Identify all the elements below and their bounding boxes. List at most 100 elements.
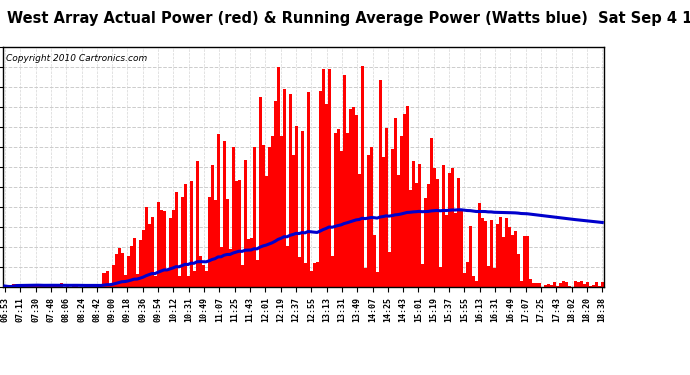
- Bar: [424, 198, 426, 287]
- Bar: [39, 286, 43, 287]
- Bar: [184, 184, 186, 287]
- Bar: [315, 262, 319, 287]
- Bar: [306, 92, 310, 287]
- Bar: [103, 273, 106, 287]
- Bar: [204, 271, 208, 287]
- Bar: [324, 104, 328, 287]
- Bar: [502, 237, 504, 287]
- Bar: [466, 262, 469, 287]
- Bar: [568, 286, 571, 287]
- Bar: [406, 106, 408, 287]
- Bar: [237, 180, 241, 287]
- Bar: [477, 203, 481, 287]
- Bar: [288, 94, 292, 287]
- Bar: [346, 133, 348, 287]
- Bar: [577, 282, 580, 287]
- Bar: [255, 260, 259, 287]
- Bar: [106, 271, 108, 287]
- Bar: [417, 165, 421, 287]
- Bar: [153, 276, 157, 287]
- Bar: [442, 165, 444, 287]
- Bar: [130, 246, 132, 287]
- Bar: [352, 107, 355, 287]
- Bar: [283, 89, 286, 287]
- Bar: [190, 182, 193, 287]
- Bar: [592, 285, 595, 287]
- Bar: [253, 147, 255, 287]
- Bar: [90, 286, 94, 287]
- Bar: [334, 133, 337, 287]
- Bar: [270, 136, 274, 287]
- Bar: [21, 285, 24, 287]
- Bar: [355, 115, 357, 287]
- Bar: [553, 282, 555, 287]
- Bar: [562, 281, 564, 287]
- Bar: [472, 276, 475, 287]
- Bar: [112, 266, 115, 287]
- Bar: [364, 268, 366, 287]
- Bar: [495, 224, 499, 287]
- Bar: [199, 256, 201, 287]
- Bar: [433, 168, 435, 287]
- Bar: [226, 199, 228, 287]
- Bar: [30, 285, 34, 287]
- Bar: [217, 134, 219, 287]
- Bar: [451, 168, 454, 287]
- Text: Copyright 2010 Cartronics.com: Copyright 2010 Cartronics.com: [6, 54, 148, 63]
- Bar: [52, 284, 55, 287]
- Bar: [268, 147, 270, 287]
- Bar: [148, 224, 150, 287]
- Bar: [135, 274, 139, 287]
- Bar: [493, 268, 495, 287]
- Bar: [150, 217, 153, 287]
- Bar: [75, 286, 79, 287]
- Bar: [391, 149, 394, 287]
- Bar: [373, 236, 375, 287]
- Bar: [139, 240, 141, 287]
- Bar: [235, 181, 237, 287]
- Bar: [403, 114, 406, 287]
- Bar: [595, 282, 598, 287]
- Bar: [124, 275, 126, 287]
- Bar: [259, 97, 262, 287]
- Bar: [481, 218, 484, 287]
- Bar: [469, 226, 472, 287]
- Bar: [328, 69, 331, 287]
- Bar: [532, 283, 535, 287]
- Bar: [181, 197, 184, 287]
- Bar: [163, 210, 166, 287]
- Bar: [348, 109, 352, 287]
- Bar: [177, 276, 181, 287]
- Bar: [574, 281, 577, 287]
- Bar: [370, 147, 373, 287]
- Bar: [546, 284, 550, 287]
- Bar: [297, 256, 301, 287]
- Bar: [357, 174, 361, 287]
- Bar: [538, 283, 541, 287]
- Bar: [286, 246, 288, 287]
- Bar: [99, 286, 103, 287]
- Bar: [277, 67, 279, 287]
- Bar: [34, 286, 37, 287]
- Bar: [244, 160, 246, 287]
- Bar: [484, 220, 486, 287]
- Bar: [513, 231, 517, 287]
- Bar: [523, 236, 526, 287]
- Bar: [598, 286, 601, 287]
- Bar: [84, 286, 88, 287]
- Bar: [426, 184, 430, 287]
- Bar: [61, 284, 63, 287]
- Bar: [504, 218, 508, 287]
- Bar: [408, 190, 412, 287]
- Bar: [384, 128, 388, 287]
- Bar: [157, 202, 159, 287]
- Bar: [454, 213, 457, 287]
- Bar: [72, 284, 75, 287]
- Bar: [28, 284, 30, 287]
- Bar: [337, 129, 339, 287]
- Bar: [499, 217, 502, 287]
- Bar: [394, 118, 397, 287]
- Bar: [219, 247, 223, 287]
- Bar: [193, 270, 195, 287]
- Bar: [223, 141, 226, 287]
